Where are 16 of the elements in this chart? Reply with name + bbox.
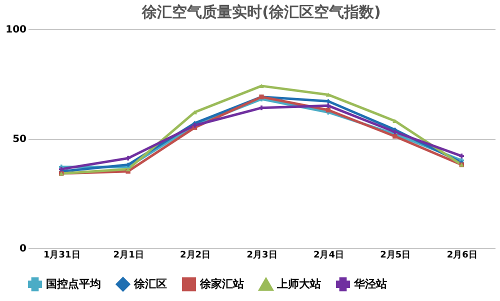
x-tick-label: 2月1日 (113, 250, 144, 260)
y-tick-label: 50 (12, 134, 27, 145)
x-tick-label: 2月4日 (313, 250, 344, 260)
chart-title: 徐汇空气质量实时(徐汇区空气指数) (141, 3, 381, 21)
y-tick-label: 0 (20, 244, 27, 254)
legend-label: 徐汇区 (133, 277, 167, 290)
y-tick-label: 100 (6, 24, 27, 36)
x-tick-label: 2月3日 (246, 250, 278, 260)
x-tick-label: 2月5日 (380, 250, 411, 260)
legend-label: 徐家汇站 (199, 277, 244, 290)
legend-label: 国控点平均 (46, 277, 101, 290)
x-tick-label: 2月6日 (446, 250, 478, 260)
legend-label: 华泾站 (353, 277, 387, 290)
x-tick-label: 2月2日 (180, 250, 211, 260)
legend-label: 上师大站 (276, 278, 321, 291)
x-tick-label: 1月31日 (43, 250, 80, 260)
